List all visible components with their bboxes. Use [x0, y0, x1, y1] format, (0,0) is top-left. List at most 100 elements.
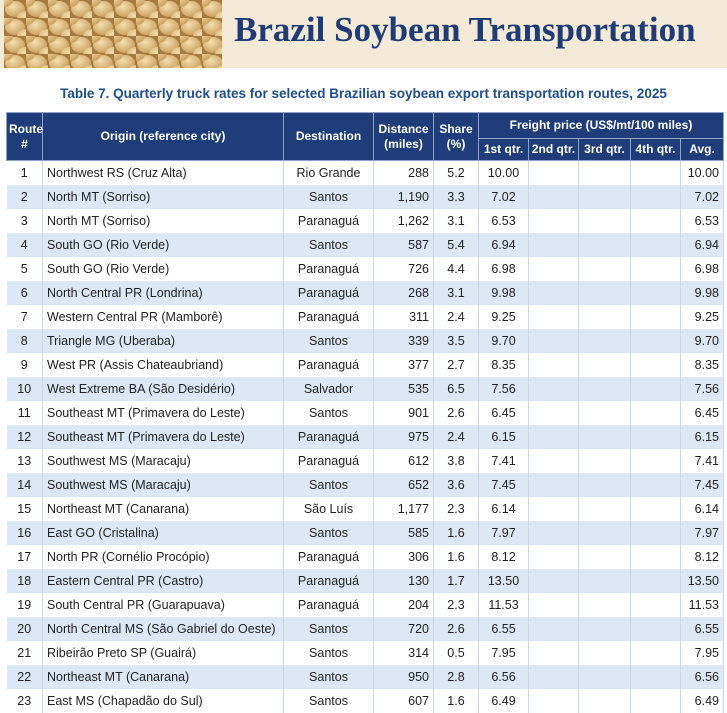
table-cell: 1.6 [433, 689, 479, 713]
empty-cell [630, 545, 681, 569]
table-row: 15 Northeast MT (Canarana) São Luís 1,177 2.… [6, 497, 724, 521]
table-cell: Northeast MT (Canarana) [42, 497, 284, 521]
table-cell: 3.3 [433, 185, 479, 209]
table-cell: North Central MS (São Gabriel do Oeste) [42, 617, 284, 641]
empty-cell [528, 521, 579, 545]
table-cell: 2.3 [433, 593, 479, 617]
empty-cell [578, 160, 631, 185]
table-cell: East MS (Chapadão do Sul) [42, 689, 284, 713]
table-cell: Triangle MG (Uberaba) [42, 329, 284, 353]
table-cell: 7.45 [478, 473, 529, 497]
empty-cell [528, 281, 579, 305]
empty-cell [630, 641, 681, 665]
table-cell: Rio Grande [283, 160, 374, 185]
table-cell: 3.5 [433, 329, 479, 353]
table-cell: 9.98 [680, 281, 724, 305]
table-cell: 21 [6, 641, 43, 665]
table-cell: 23 [6, 689, 43, 713]
table-cell: 10.00 [478, 160, 529, 185]
table-row: 19 South Central PR (Guarapuava) Paranaguá… [6, 593, 724, 617]
empty-cell [630, 281, 681, 305]
table-cell: 3.8 [433, 449, 479, 473]
empty-cell [578, 497, 631, 521]
table-cell: 4 [6, 233, 43, 257]
table-cell: 652 [373, 473, 434, 497]
table-cell: 6.98 [680, 257, 724, 281]
table-cell: 6.14 [680, 497, 724, 521]
table-cell: 6.55 [478, 617, 529, 641]
table-cell: 6.56 [680, 665, 724, 689]
table-cell: 7.41 [478, 449, 529, 473]
table-row: 12 Southeast MT (Primavera do Leste) Paran… [6, 425, 724, 449]
table-cell: 11.53 [478, 593, 529, 617]
table-cell: North MT (Sorriso) [42, 209, 284, 233]
table-cell: 6.49 [478, 689, 529, 713]
empty-cell [578, 521, 631, 545]
table-cell: 6.56 [478, 665, 529, 689]
table-cell: 587 [373, 233, 434, 257]
table-cell: 1,262 [373, 209, 434, 233]
table-cell: 311 [373, 305, 434, 329]
table-cell: West PR (Assis Chateaubriand) [42, 353, 284, 377]
empty-cell [630, 401, 681, 425]
table-cell: 720 [373, 617, 434, 641]
empty-cell [630, 353, 681, 377]
table-cell: Paranaguá [283, 305, 374, 329]
table-cell: 377 [373, 353, 434, 377]
table-cell: 2.6 [433, 617, 479, 641]
table-cell: South GO (Rio Verde) [42, 233, 284, 257]
table-cell: Santos [283, 665, 374, 689]
table-cell: 7.56 [478, 377, 529, 401]
empty-cell [578, 377, 631, 401]
empty-cell [630, 593, 681, 617]
table-cell: Santos [283, 401, 374, 425]
table-row: 1 Northwest RS (Cruz Alta) Rio Grande 288 5.… [6, 160, 724, 185]
table-cell: 535 [373, 377, 434, 401]
table-cell: 612 [373, 449, 434, 473]
empty-cell [578, 641, 631, 665]
empty-cell [528, 665, 579, 689]
table-cell: 9.70 [680, 329, 724, 353]
table-cell: Paranaguá [283, 281, 374, 305]
table-cell: 13 [6, 449, 43, 473]
table-cell: Santos [283, 233, 374, 257]
page-title: Brazil Soybean Transportation [234, 10, 696, 49]
table-row: 20 North Central MS (São Gabriel do Oeste… [6, 617, 724, 641]
header-row: 1st qtr. 2nd qtr. 3rd qtr. 4th qtr. Avg. [7, 138, 724, 161]
empty-cell [630, 377, 681, 401]
empty-cell [630, 497, 681, 521]
empty-cell [578, 689, 631, 713]
empty-cell [578, 569, 631, 593]
table-cell: Paranaguá [283, 593, 374, 617]
column-header: 1st qtr. [478, 138, 529, 161]
table-cell: Southwest MS (Maracaju) [42, 473, 284, 497]
empty-cell [528, 641, 579, 665]
table-cell: 6.15 [680, 425, 724, 449]
table-cell: Santos [283, 689, 374, 713]
table-cell: Ribeirão Preto SP (Guairá) [42, 641, 284, 665]
table-cell: 975 [373, 425, 434, 449]
table-row: 9 West PR (Assis Chateaubriand) Paranaguá 3… [6, 353, 724, 377]
table-cell: 314 [373, 641, 434, 665]
empty-cell [630, 185, 681, 209]
table-cell: 6.5 [433, 377, 479, 401]
table-row: 17 North PR (Cornélio Procópio) Paranaguá 3… [6, 545, 724, 569]
table-cell: 16 [6, 521, 43, 545]
empty-cell [630, 521, 681, 545]
table-cell: East GO (Cristalina) [42, 521, 284, 545]
empty-cell [630, 689, 681, 713]
table-cell: 3.1 [433, 281, 479, 305]
table-cell: 13.50 [680, 569, 724, 593]
table-cell: 8 [6, 329, 43, 353]
table-cell: 288 [373, 160, 434, 185]
table-cell: 4.4 [433, 257, 479, 281]
empty-cell [528, 569, 579, 593]
empty-cell [630, 305, 681, 329]
table-caption: Table 7. Quarterly truck rates for selec… [60, 86, 667, 101]
table-cell: 11.53 [680, 593, 724, 617]
empty-cell [578, 401, 631, 425]
empty-cell [528, 401, 579, 425]
table-cell: 901 [373, 401, 434, 425]
table-cell: 6.53 [680, 209, 724, 233]
